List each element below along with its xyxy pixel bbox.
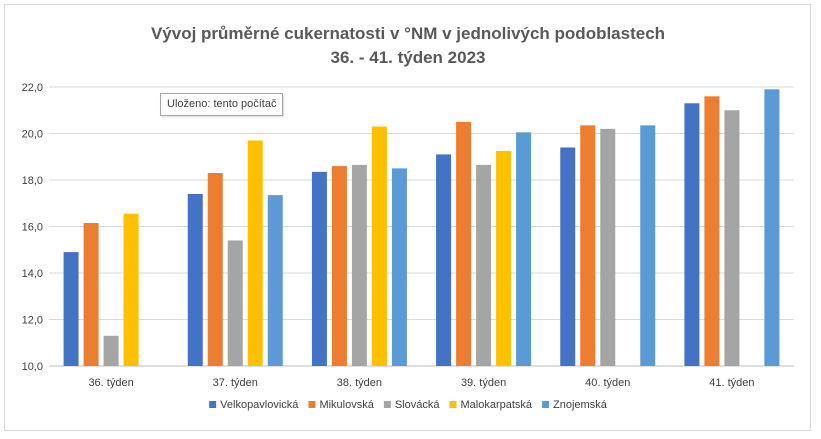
bar xyxy=(496,150,512,366)
x-tick-label: 39. týden xyxy=(461,377,506,389)
x-axis-labels: 36. týden 37. týden 38. týden 39. týden 40. … xyxy=(88,377,754,389)
y-axis-labels: 10,0 12,0 14,0 16,0 18,0 20,0 22,0 xyxy=(22,82,43,373)
y-tick-label: 14,0 xyxy=(22,268,43,280)
bar xyxy=(684,103,700,367)
bar xyxy=(83,223,99,366)
bar xyxy=(391,168,407,366)
legend-swatch xyxy=(383,401,391,408)
legend-swatch xyxy=(449,401,457,408)
y-tick-label: 10,0 xyxy=(22,361,43,373)
chart-svg: Vývoj průměrné cukernatosti v °NM v jedn… xyxy=(22,24,794,411)
bar xyxy=(560,147,576,366)
bar xyxy=(103,335,119,366)
bar xyxy=(331,166,347,366)
saved-tooltip: Uloženo: tento počítač xyxy=(160,93,284,116)
bar xyxy=(247,140,263,366)
bar xyxy=(516,132,532,366)
bars xyxy=(63,89,780,367)
legend-label: Malokarpatská xyxy=(460,399,532,411)
x-tick-label: 41. týden xyxy=(709,377,754,389)
legend-swatch xyxy=(308,401,316,408)
bar xyxy=(63,252,79,366)
x-tick-label: 36. týden xyxy=(88,377,133,389)
bar xyxy=(600,128,616,366)
x-tick-label: 37. týden xyxy=(213,377,258,389)
chart-area: Vývoj průměrné cukernatosti v °NM v jedn… xyxy=(4,4,811,431)
bar xyxy=(476,164,492,366)
bar xyxy=(351,164,367,366)
bar xyxy=(207,173,223,366)
bar xyxy=(456,121,472,366)
legend-swatch xyxy=(209,401,217,408)
bar xyxy=(311,171,327,366)
bar xyxy=(580,125,596,366)
legend-label: Mikulovská xyxy=(319,399,374,411)
bar xyxy=(640,125,656,366)
x-tick-label: 38. týden xyxy=(337,377,382,389)
x-tick-label: 40. týden xyxy=(585,377,630,389)
legend-label: Slovácká xyxy=(395,399,441,411)
gridlines xyxy=(49,86,794,367)
y-tick-label: 18,0 xyxy=(22,175,43,187)
bar xyxy=(704,96,720,367)
bar xyxy=(724,110,740,366)
chart-title-line-2: 36. - 41. týden 2023 xyxy=(331,48,486,67)
y-tick-label: 12,0 xyxy=(22,315,43,327)
bar xyxy=(764,89,780,366)
y-tick-label: 16,0 xyxy=(22,222,43,234)
bar xyxy=(187,193,203,366)
y-tick-label: 22,0 xyxy=(22,82,43,94)
bar xyxy=(123,213,139,366)
legend-swatch xyxy=(542,401,550,408)
legend-label: Znojemská xyxy=(553,399,608,411)
y-tick-label: 20,0 xyxy=(22,129,43,141)
chart-title-line-1: Vývoj průměrné cukernatosti v °NM v jedn… xyxy=(151,24,665,43)
legend-label: Velkopavlovická xyxy=(220,399,299,411)
bar xyxy=(227,240,243,366)
bar xyxy=(267,195,283,366)
legend: Velkopavlovická Mikulovská Slovácká Malokar… xyxy=(209,399,608,411)
bar xyxy=(436,154,452,366)
bar xyxy=(371,126,387,367)
